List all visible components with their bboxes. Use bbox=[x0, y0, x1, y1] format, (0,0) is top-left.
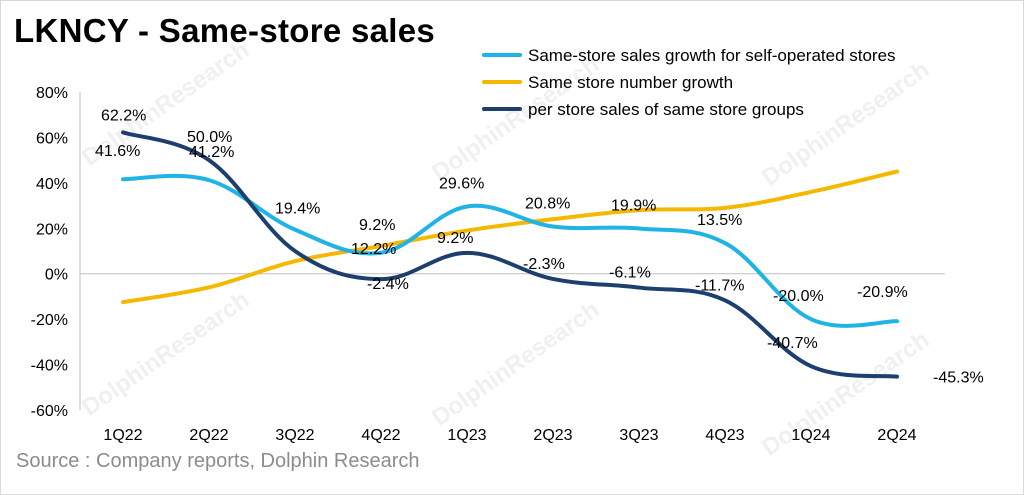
series-line-1 bbox=[121, 169, 899, 305]
x-tick-label: 2Q24 bbox=[877, 427, 916, 444]
x-tick-label: 2Q23 bbox=[533, 427, 572, 444]
data-label: 12.2% bbox=[351, 241, 396, 258]
data-label: -40.7% bbox=[767, 335, 818, 352]
x-tick-label: 1Q22 bbox=[103, 427, 142, 444]
y-tick-label: -20% bbox=[31, 312, 68, 329]
y-tick-label: -40% bbox=[31, 358, 68, 375]
data-label: -20.0% bbox=[773, 288, 824, 305]
x-tick-label: 4Q22 bbox=[361, 427, 400, 444]
y-tick-label: 0% bbox=[45, 267, 68, 284]
legend-label-1: Same store number growth bbox=[528, 73, 733, 92]
data-label: -11.7% bbox=[695, 277, 745, 294]
data-label: -2.3% bbox=[523, 256, 565, 273]
y-tick-label: 80% bbox=[36, 85, 68, 102]
legend-label-0: Same-store sales growth for self-operate… bbox=[528, 46, 896, 65]
data-label: 13.5% bbox=[697, 212, 742, 229]
source-note: Source : Company reports, Dolphin Resear… bbox=[16, 450, 420, 472]
x-tick-label: 4Q23 bbox=[705, 427, 744, 444]
legend-label-2: per store sales of same store groups bbox=[528, 100, 804, 119]
data-label: 41.6% bbox=[95, 143, 140, 160]
x-tick-label: 1Q23 bbox=[447, 427, 486, 444]
y-tick-label: 40% bbox=[36, 176, 68, 193]
data-label: 20.8% bbox=[525, 195, 570, 212]
data-label: 9.2% bbox=[437, 230, 473, 247]
data-label: 19.4% bbox=[275, 201, 320, 218]
x-tick-label: 3Q23 bbox=[619, 427, 658, 444]
watermark-text: DolphinResearch bbox=[757, 56, 934, 191]
y-tick-label: -60% bbox=[31, 403, 68, 420]
watermark-text: DolphinResearch bbox=[427, 296, 604, 431]
data-label: 19.9% bbox=[611, 198, 656, 215]
data-label: 62.2% bbox=[101, 107, 146, 124]
watermark-text: DolphinResearch bbox=[77, 286, 254, 421]
data-label: -45.3% bbox=[933, 370, 984, 387]
x-tick-label: 1Q24 bbox=[791, 427, 830, 444]
y-tick-label: 60% bbox=[36, 130, 68, 147]
data-label: -2.4% bbox=[367, 276, 409, 293]
data-label: 29.6% bbox=[439, 175, 484, 192]
data-label: -20.9% bbox=[857, 284, 908, 301]
data-label: 50.0% bbox=[187, 129, 232, 146]
y-tick-label: 20% bbox=[36, 221, 68, 238]
data-label: -6.1% bbox=[609, 265, 651, 282]
data-label: 9.2% bbox=[359, 217, 395, 234]
x-tick-label: 2Q22 bbox=[189, 427, 228, 444]
chart-title: LKNCY - Same-store sales bbox=[14, 12, 436, 49]
series-line-2 bbox=[121, 130, 899, 379]
x-tick-label: 3Q22 bbox=[275, 427, 314, 444]
data-label: 41.2% bbox=[189, 144, 234, 161]
